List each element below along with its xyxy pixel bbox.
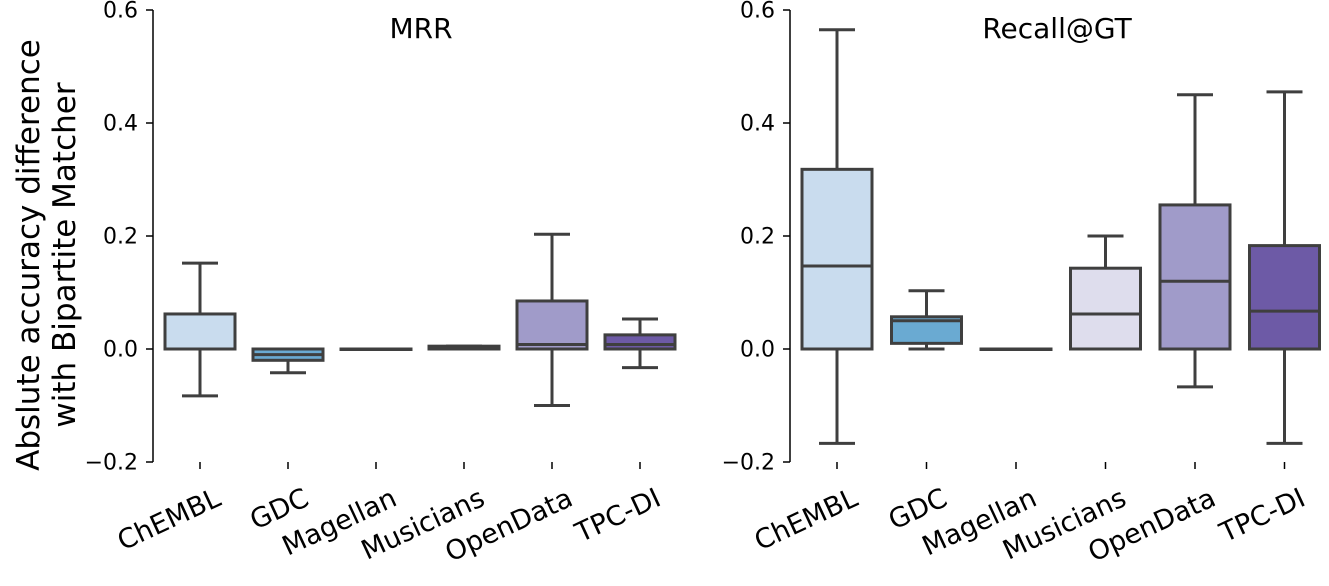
x-tick-label-group: ChEMBL [750, 483, 863, 558]
box-iqr [1069, 266, 1142, 351]
x-tick-label-group: TPC-DI [570, 483, 666, 550]
box-opendata [1158, 93, 1232, 389]
x-tick-label: TPC-DI [570, 483, 666, 550]
box-magellan [979, 347, 1053, 351]
box-musicians [427, 344, 501, 351]
panel-title: Recall@GT [982, 12, 1132, 45]
y-axis-label-line-2: with Bipartite Matcher [47, 82, 83, 427]
y-tick-label: 0.6 [103, 0, 138, 24]
box-gdc [890, 289, 963, 351]
panel-title: MRR [389, 12, 452, 45]
y-tick-label: 0.4 [103, 112, 138, 137]
box-iqr [163, 312, 237, 351]
y-tick-label: 0.4 [740, 112, 775, 137]
box-iqr [603, 333, 677, 351]
y-axis-label-line-1: Abslute accuracy difference [11, 39, 47, 471]
y-tick-label: 0.2 [740, 225, 775, 250]
y-tick-label: 0.0 [740, 338, 775, 363]
box-iqr [1158, 203, 1232, 351]
x-tick-label: TPC-DI [1214, 483, 1310, 550]
box-magellan [339, 347, 413, 351]
box-tpc-di [1248, 90, 1321, 445]
box-chembl [800, 28, 874, 445]
box-iqr [1248, 244, 1321, 351]
y-tick-label: −0.2 [85, 451, 138, 476]
box-opendata [515, 232, 589, 407]
x-tick-label: ChEMBL [113, 483, 226, 558]
y-tick-label: −0.2 [722, 451, 775, 476]
y-tick-label: 0.0 [103, 338, 138, 363]
y-axis-label: Abslute accuracy difference with Biparti… [11, 39, 83, 471]
box-tpc-di [603, 317, 677, 370]
x-tick-label-group: TPC-DI [1214, 483, 1310, 550]
box-chembl [163, 261, 237, 398]
box-iqr [515, 299, 589, 351]
box-musicians [1069, 234, 1142, 351]
box-gdc [251, 347, 325, 375]
x-tick-label: ChEMBL [750, 483, 863, 558]
box-iqr [800, 167, 874, 351]
y-tick-label: 0.2 [103, 225, 138, 250]
y-tick-label: 0.6 [740, 0, 775, 24]
x-tick-label-group: ChEMBL [113, 483, 226, 558]
